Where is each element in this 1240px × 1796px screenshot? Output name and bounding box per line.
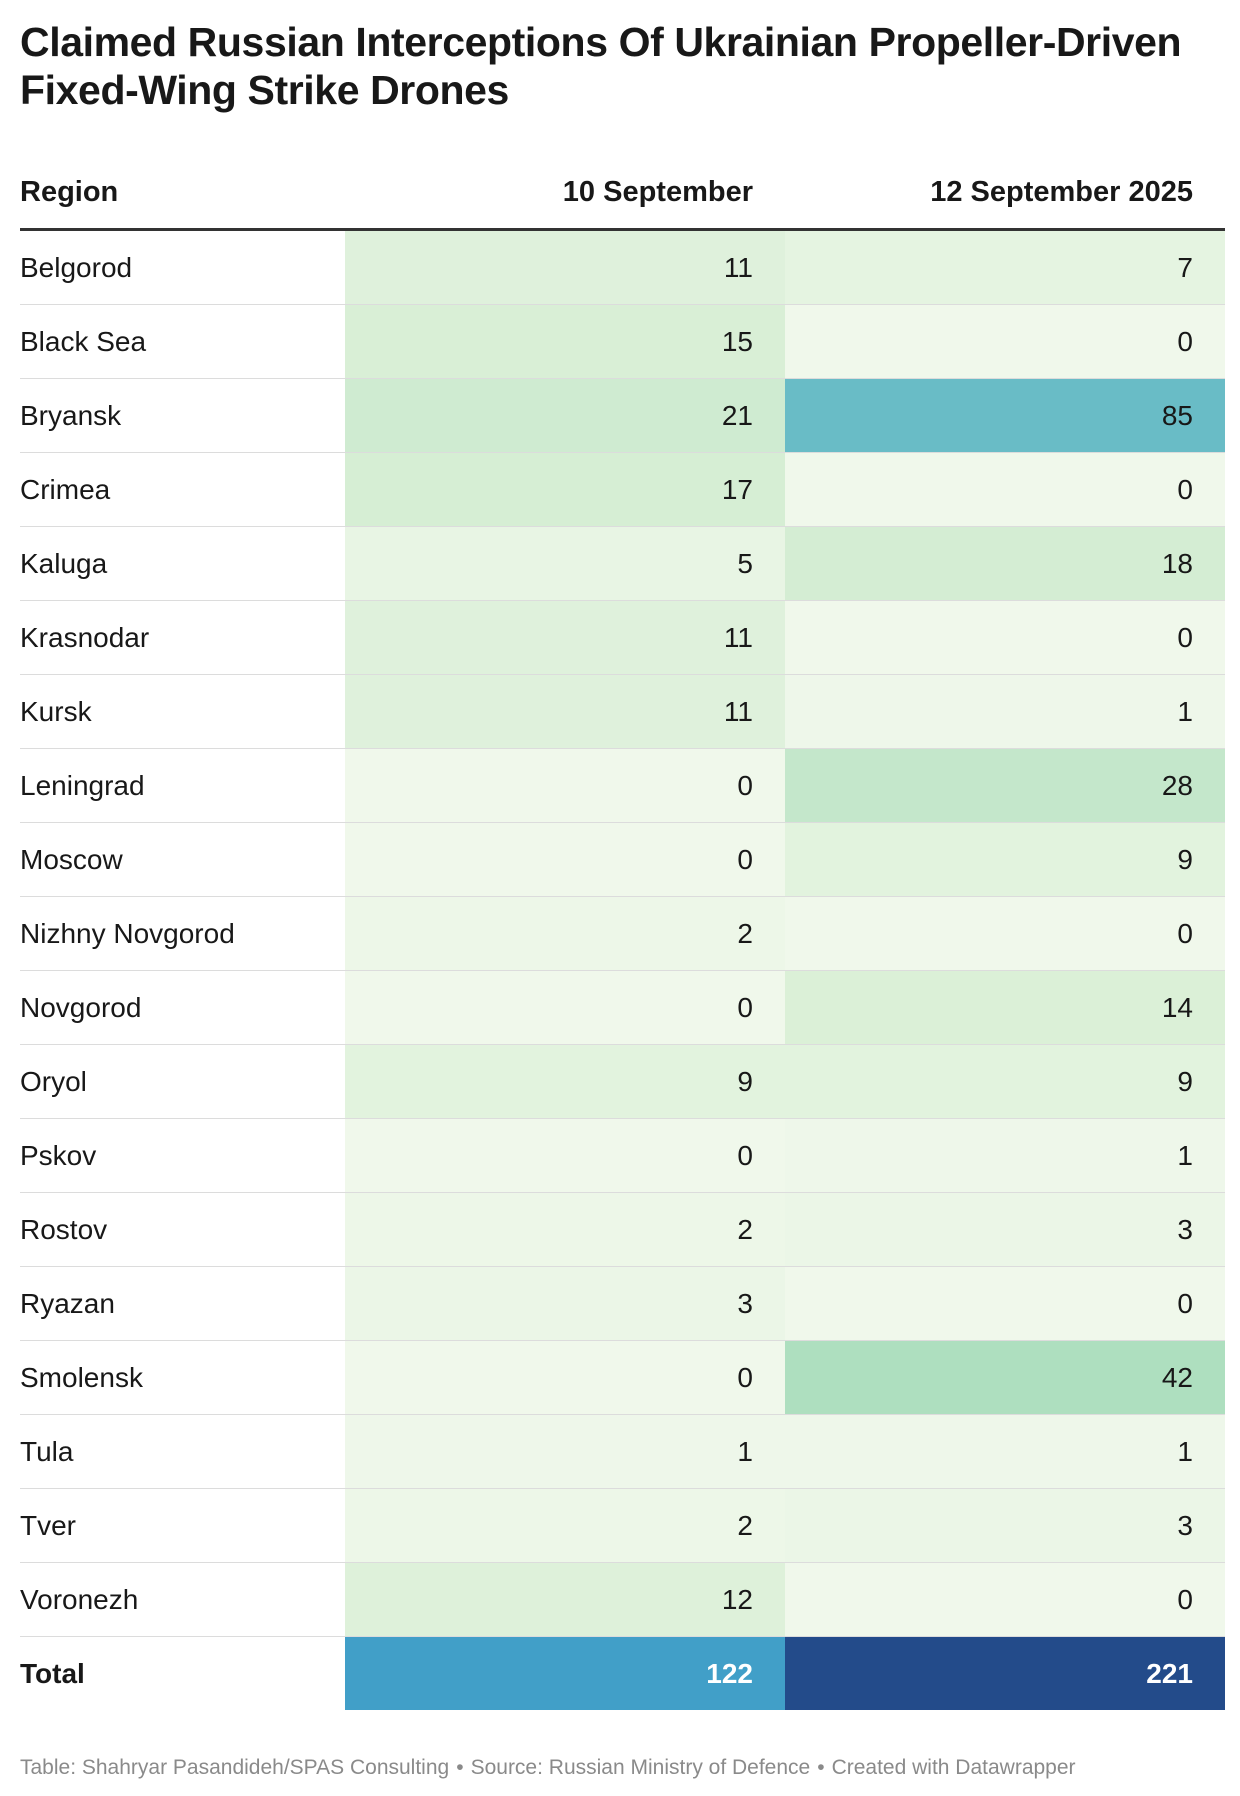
value-cell-10-september: 2 xyxy=(345,896,785,971)
value-cell-12-september-2025: 18 xyxy=(785,526,1225,601)
region-cell: Rostov xyxy=(20,1192,345,1267)
table-row: Tula 1 1 xyxy=(20,1414,1225,1489)
value-cell-10-september: 5 xyxy=(345,526,785,601)
value-cell-12-september-2025: 3 xyxy=(785,1488,1225,1563)
footer: Table: Shahryar Pasandideh/SPAS Consulti… xyxy=(20,1756,1076,1780)
value-cell-12-september-2025: 1 xyxy=(785,1118,1225,1193)
value-cell-10-september: 0 xyxy=(345,1340,785,1415)
footer-separator: • xyxy=(456,1756,464,1779)
table-row: Ryazan 3 0 xyxy=(20,1266,1225,1341)
value-cell-10-september: 12 xyxy=(345,1562,785,1637)
chart-title: Claimed Russian Interceptions Of Ukraini… xyxy=(20,19,1182,113)
value-cell-10-september: 0 xyxy=(345,970,785,1045)
table-row: Krasnodar 11 0 xyxy=(20,600,1225,675)
table-body: Belgorod 11 7 Black Sea 15 0 Bryansk 21 85 Crimea… xyxy=(20,229,1225,1710)
region-cell: Moscow xyxy=(20,822,345,897)
region-cell: Crimea xyxy=(20,452,345,527)
table-row: Bryansk 21 85 xyxy=(20,378,1225,453)
value-cell-12-september-2025: 0 xyxy=(785,452,1225,527)
value-cell-12-september-2025: 3 xyxy=(785,1192,1225,1267)
value-cell-10-september: 0 xyxy=(345,822,785,897)
region-cell: Tver xyxy=(20,1488,345,1563)
table-row: Novgorod 0 14 xyxy=(20,970,1225,1045)
value-cell-12-september-2025: 7 xyxy=(785,229,1225,305)
table-row: Oryol 9 9 xyxy=(20,1044,1225,1119)
table-row: Nizhny Novgorod 2 0 xyxy=(20,896,1225,971)
region-cell: Ryazan xyxy=(20,1266,345,1341)
value-cell-10-september: 21 xyxy=(345,378,785,453)
footer-separator: • xyxy=(817,1756,825,1779)
table-row: Black Sea 15 0 xyxy=(20,304,1225,379)
value-cell-12-september-2025: 0 xyxy=(785,304,1225,379)
value-cell-12-september-2025: 0 xyxy=(785,1562,1225,1637)
table-row: Leningrad 0 28 xyxy=(20,748,1225,823)
value-cell-10-september: 1 xyxy=(345,1414,785,1489)
region-cell: Krasnodar xyxy=(20,600,345,675)
value-cell-12-september-2025: 0 xyxy=(785,896,1225,971)
region-cell: Smolensk xyxy=(20,1340,345,1415)
value-cell-10-september: 15 xyxy=(345,304,785,379)
value-cell-10-september: 2 xyxy=(345,1488,785,1563)
total-label: Total xyxy=(20,1657,85,1689)
table-row: Kursk 11 1 xyxy=(20,674,1225,749)
value-cell-12-september-2025: 85 xyxy=(785,378,1225,453)
value-cell-10-september: 11 xyxy=(345,229,785,305)
region-cell: Pskov xyxy=(20,1118,345,1193)
region-cell: Nizhny Novgorod xyxy=(20,896,345,971)
value-cell-12-september-2025: 1 xyxy=(785,674,1225,749)
value-cell-10-september: 3 xyxy=(345,1266,785,1341)
header-row: Region 10 September 12 September 2025 xyxy=(20,156,1225,231)
value-cell-12-september-2025: 0 xyxy=(785,1266,1225,1341)
column-header-10-september[interactable]: 10 September xyxy=(345,156,785,231)
footer-table-credit: Table: Shahryar Pasandideh/SPAS Consulti… xyxy=(20,1756,450,1779)
value-cell-12-september-2025: 1 xyxy=(785,1414,1225,1489)
value-cell-10-september: 11 xyxy=(345,600,785,675)
footer-source: Source: Russian Ministry of Defence xyxy=(470,1756,811,1779)
value-cell-12-september-2025: 0 xyxy=(785,600,1225,675)
total-value-10-september: 122 xyxy=(345,1636,785,1710)
value-cell-10-september: 0 xyxy=(345,748,785,823)
value-cell-10-september: 0 xyxy=(345,1118,785,1193)
value-cell-12-september-2025: 28 xyxy=(785,748,1225,823)
table-row: Belgorod 11 7 xyxy=(20,229,1225,305)
column-header-12-september-2025[interactable]: 12 September 2025 xyxy=(785,156,1225,231)
table-row: Smolensk 0 42 xyxy=(20,1340,1225,1415)
total-value-12-september-2025: 221 xyxy=(785,1636,1225,1710)
total-row: Total 122 221 xyxy=(20,1636,1225,1710)
value-cell-10-september: 9 xyxy=(345,1044,785,1119)
value-cell-10-september: 17 xyxy=(345,452,785,527)
region-cell: Oryol xyxy=(20,1044,345,1119)
table-row: Rostov 2 3 xyxy=(20,1192,1225,1267)
region-cell: Kaluga xyxy=(20,526,345,601)
table-row: Kaluga 5 18 xyxy=(20,526,1225,601)
region-cell: Novgorod xyxy=(20,970,345,1045)
table-row: Pskov 0 1 xyxy=(20,1118,1225,1193)
table-row: Crimea 17 0 xyxy=(20,452,1225,527)
column-header-region[interactable]: Region xyxy=(20,156,345,231)
region-cell: Bryansk xyxy=(20,378,345,453)
region-cell: Black Sea xyxy=(20,304,345,379)
region-cell: Kursk xyxy=(20,674,345,749)
region-cell: Voronezh xyxy=(20,1562,345,1637)
footer-datawrapper-credit: Created with Datawrapper xyxy=(831,1756,1076,1779)
region-cell: Leningrad xyxy=(20,748,345,823)
value-cell-10-september: 2 xyxy=(345,1192,785,1267)
table-row: Voronezh 12 0 xyxy=(20,1562,1225,1637)
data-table: Region 10 September 12 September 2025 Be… xyxy=(20,156,1225,1710)
region-cell: Belgorod xyxy=(20,229,345,305)
value-cell-10-september: 11 xyxy=(345,674,785,749)
value-cell-12-september-2025: 9 xyxy=(785,822,1225,897)
value-cell-12-september-2025: 9 xyxy=(785,1044,1225,1119)
region-cell: Tula xyxy=(20,1414,345,1489)
table-row: Tver 2 3 xyxy=(20,1488,1225,1563)
table-row: Moscow 0 9 xyxy=(20,822,1225,897)
value-cell-12-september-2025: 42 xyxy=(785,1340,1225,1415)
value-cell-12-september-2025: 14 xyxy=(785,970,1225,1045)
